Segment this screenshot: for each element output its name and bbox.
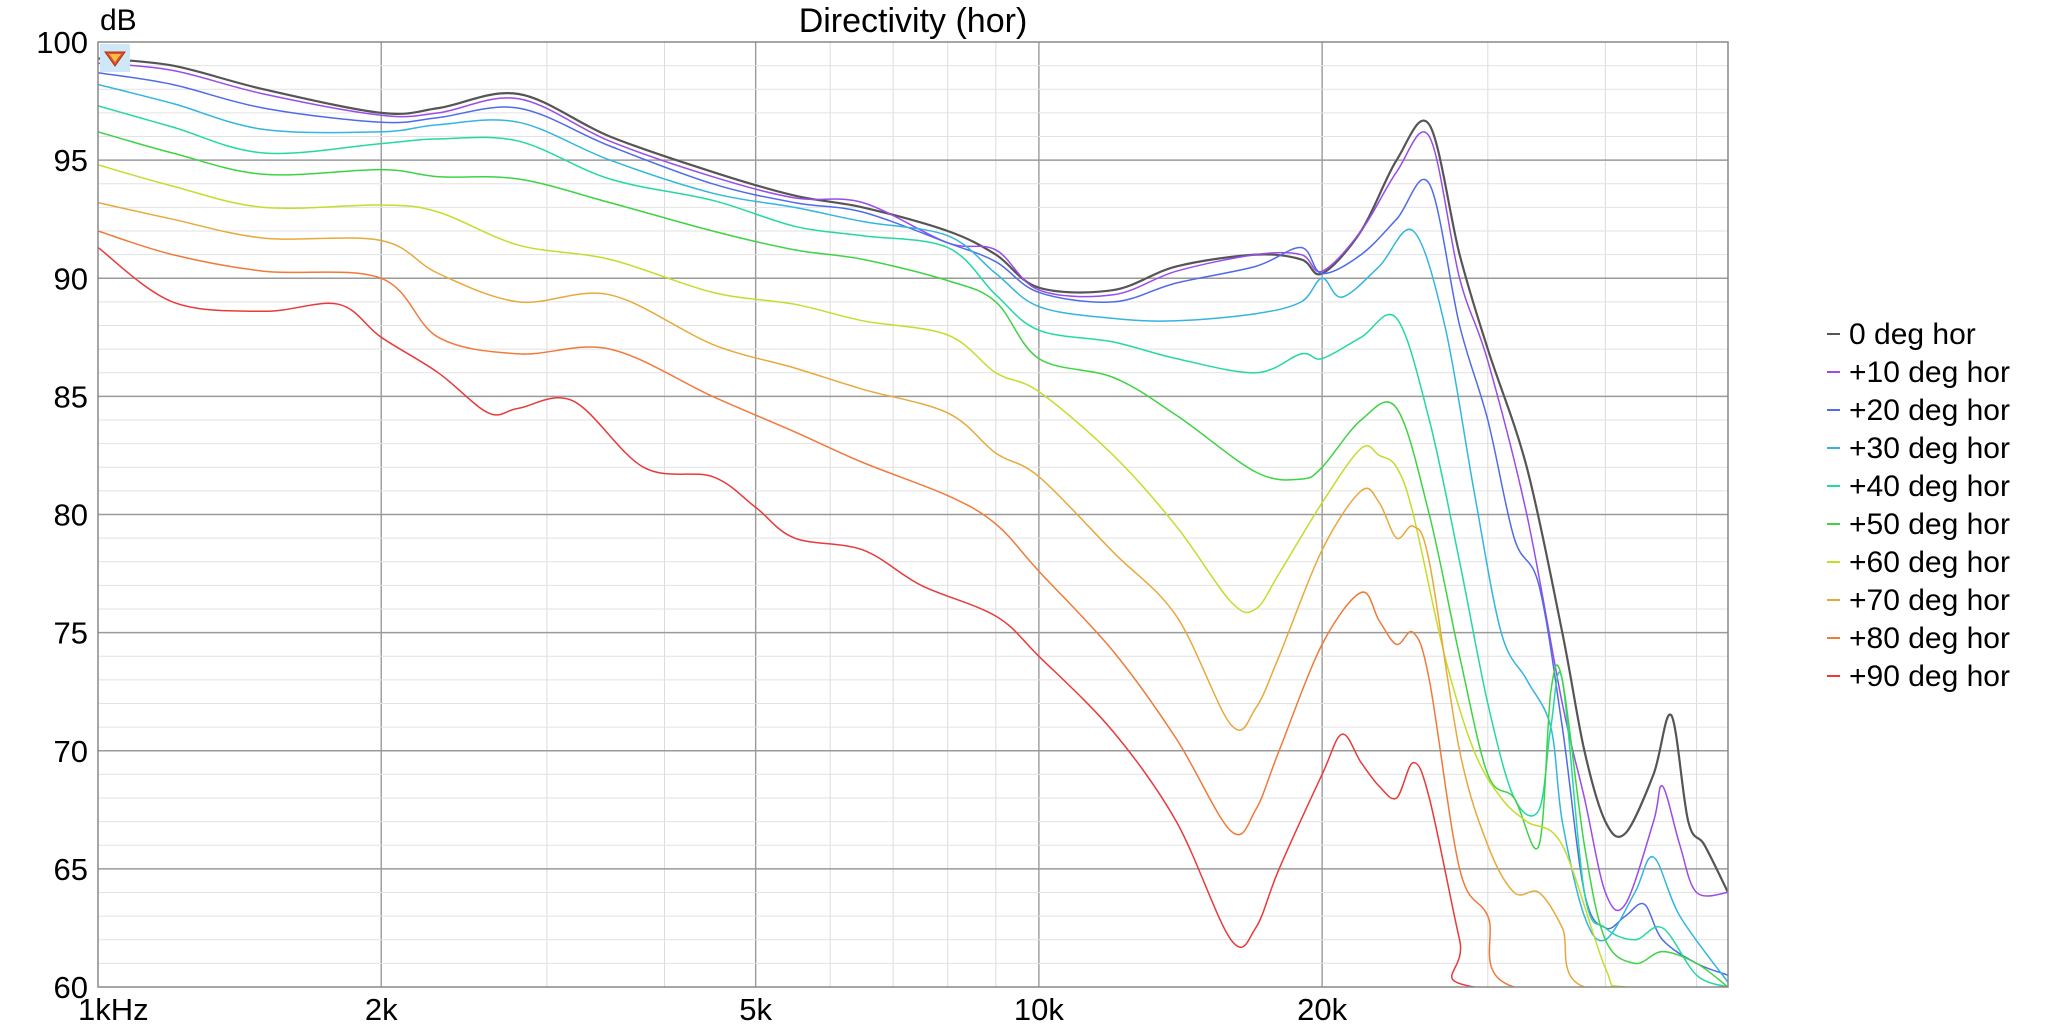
series-line bbox=[98, 164, 1728, 987]
series-line bbox=[98, 57, 1728, 893]
series-line bbox=[98, 131, 1728, 987]
legend-entry: +70 deg hor bbox=[1849, 584, 2010, 617]
y-tick-label: 100 bbox=[36, 25, 88, 60]
series-line bbox=[98, 83, 1728, 983]
y-tick-label: 95 bbox=[54, 143, 88, 178]
y-tick-label: 70 bbox=[54, 734, 88, 769]
series-line bbox=[98, 246, 1728, 987]
y-tick-label: 65 bbox=[54, 852, 88, 887]
y-tick-label: 90 bbox=[54, 261, 88, 296]
x-tick-label: 2k bbox=[365, 992, 398, 1026]
y-tick-label: 85 bbox=[54, 379, 88, 414]
legend-entry: +90 deg hor bbox=[1849, 660, 2010, 693]
x-axis-ticks: 1kHz 2k 5k 10k 20k bbox=[78, 992, 1348, 1027]
y-axis-ticks: 100 95 90 85 80 75 70 65 60 bbox=[36, 25, 88, 1005]
legend-entry: +50 deg hor bbox=[1849, 508, 2010, 541]
legend-entry: +30 deg hor bbox=[1849, 432, 2010, 465]
series-lines bbox=[98, 57, 1728, 987]
y-tick-label: 60 bbox=[54, 970, 88, 1005]
x-tick-label: 5k bbox=[739, 992, 772, 1026]
legend-entry: 0 deg hor bbox=[1849, 318, 1976, 351]
series-line bbox=[98, 230, 1728, 987]
grid bbox=[98, 42, 1728, 987]
series-line bbox=[98, 71, 1728, 976]
legend: 0 deg hor +10 deg hor +20 deg hor +30 deg h… bbox=[1827, 318, 2010, 693]
plot-frame bbox=[97, 41, 1729, 988]
series-line bbox=[98, 62, 1728, 912]
x-tick-label: 20k bbox=[1297, 992, 1347, 1026]
x-tick-label: 1kHz bbox=[78, 992, 149, 1026]
legend-entry: +80 deg hor bbox=[1849, 622, 2010, 655]
legend-entry: +10 deg hor bbox=[1849, 356, 2010, 389]
chart-title: Directivity (hor) bbox=[799, 2, 1028, 40]
cursor-marker-highlight bbox=[109, 54, 121, 62]
legend-entry: +20 deg hor bbox=[1849, 394, 2010, 427]
legend-entry: +40 deg hor bbox=[1849, 470, 2010, 503]
y-axis-unit-label: dB bbox=[100, 4, 137, 37]
y-tick-label: 75 bbox=[54, 616, 88, 651]
legend-entry: +60 deg hor bbox=[1849, 546, 2010, 579]
y-tick-label: 80 bbox=[54, 498, 88, 533]
series-line bbox=[98, 201, 1728, 987]
x-tick-label: 10k bbox=[1014, 992, 1064, 1026]
series-line bbox=[98, 105, 1728, 987]
marker bbox=[100, 44, 130, 72]
